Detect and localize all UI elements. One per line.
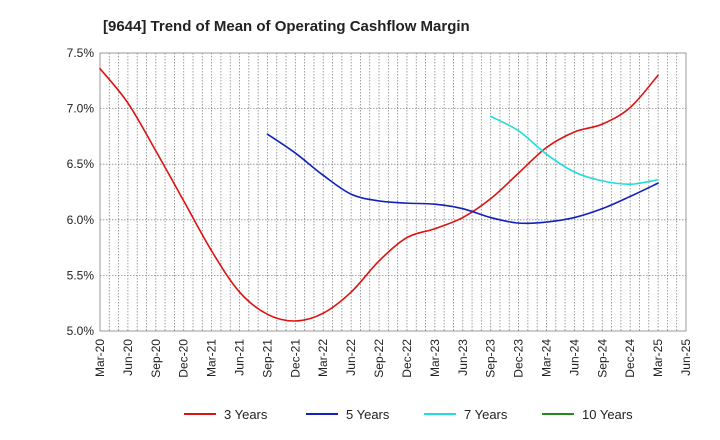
x-tick-label: Jun-20 [121,339,135,376]
chart-title: [9644] Trend of Mean of Operating Cashfl… [103,18,470,35]
y-axis-ticks: 7.5% 7.0% 6.5% 6.0% 5.5% 5.0% [67,46,95,338]
legend-label-10-years: 10 Years [582,407,633,422]
legend: 3 Years 5 Years 7 Years 10 Years [184,407,633,422]
y-tick-label: 6.5% [67,157,95,171]
x-tick-label: Sep-21 [260,339,274,378]
series-lines [99,67,659,322]
x-tick-label: Mar-24 [539,339,553,377]
series-line-7-years [489,115,659,186]
x-tick-label: Dec-21 [288,339,302,378]
x-tick-label: Mar-21 [205,339,219,377]
y-tick-label: 5.0% [67,324,95,338]
x-tick-label: Jun-21 [233,339,247,376]
x-tick-label: Mar-22 [316,339,330,377]
y-tick-label: 7.0% [67,102,95,116]
grid-lines [100,53,686,331]
x-tick-label: Sep-24 [595,339,609,378]
series-line-5-years [266,133,659,225]
x-tick-label: Dec-22 [400,339,414,378]
legend-label-7-years: 7 Years [464,407,508,422]
x-tick-label: Dec-23 [512,339,526,378]
x-tick-label: Jun-25 [679,339,693,376]
legend-label-3-years: 3 Years [224,407,268,422]
plot-area [99,52,687,332]
x-tick-label: Mar-25 [651,339,665,377]
series-line-3-years [99,67,659,322]
x-tick-label: Jun-23 [456,339,470,376]
y-tick-label: 6.0% [67,213,95,227]
x-axis-ticks: Mar-20 Jun-20 Sep-20 Dec-20 Mar-21 Jun-21 Sep-… [93,339,693,378]
y-tick-label: 7.5% [67,46,95,60]
x-tick-label: Jun-24 [567,339,581,376]
x-tick-label: Sep-20 [149,339,163,378]
plot-frame [99,52,687,332]
x-tick-label: Sep-23 [484,339,498,378]
y-tick-label: 5.5% [67,268,95,282]
x-tick-label: Sep-22 [372,339,386,378]
x-tick-label: Dec-20 [177,339,191,378]
x-tick-label: Mar-23 [428,339,442,377]
x-tick-label: Mar-20 [93,339,107,377]
x-tick-label: Jun-22 [344,339,358,376]
legend-label-5-years: 5 Years [346,407,390,422]
x-tick-label: Dec-24 [623,339,637,378]
